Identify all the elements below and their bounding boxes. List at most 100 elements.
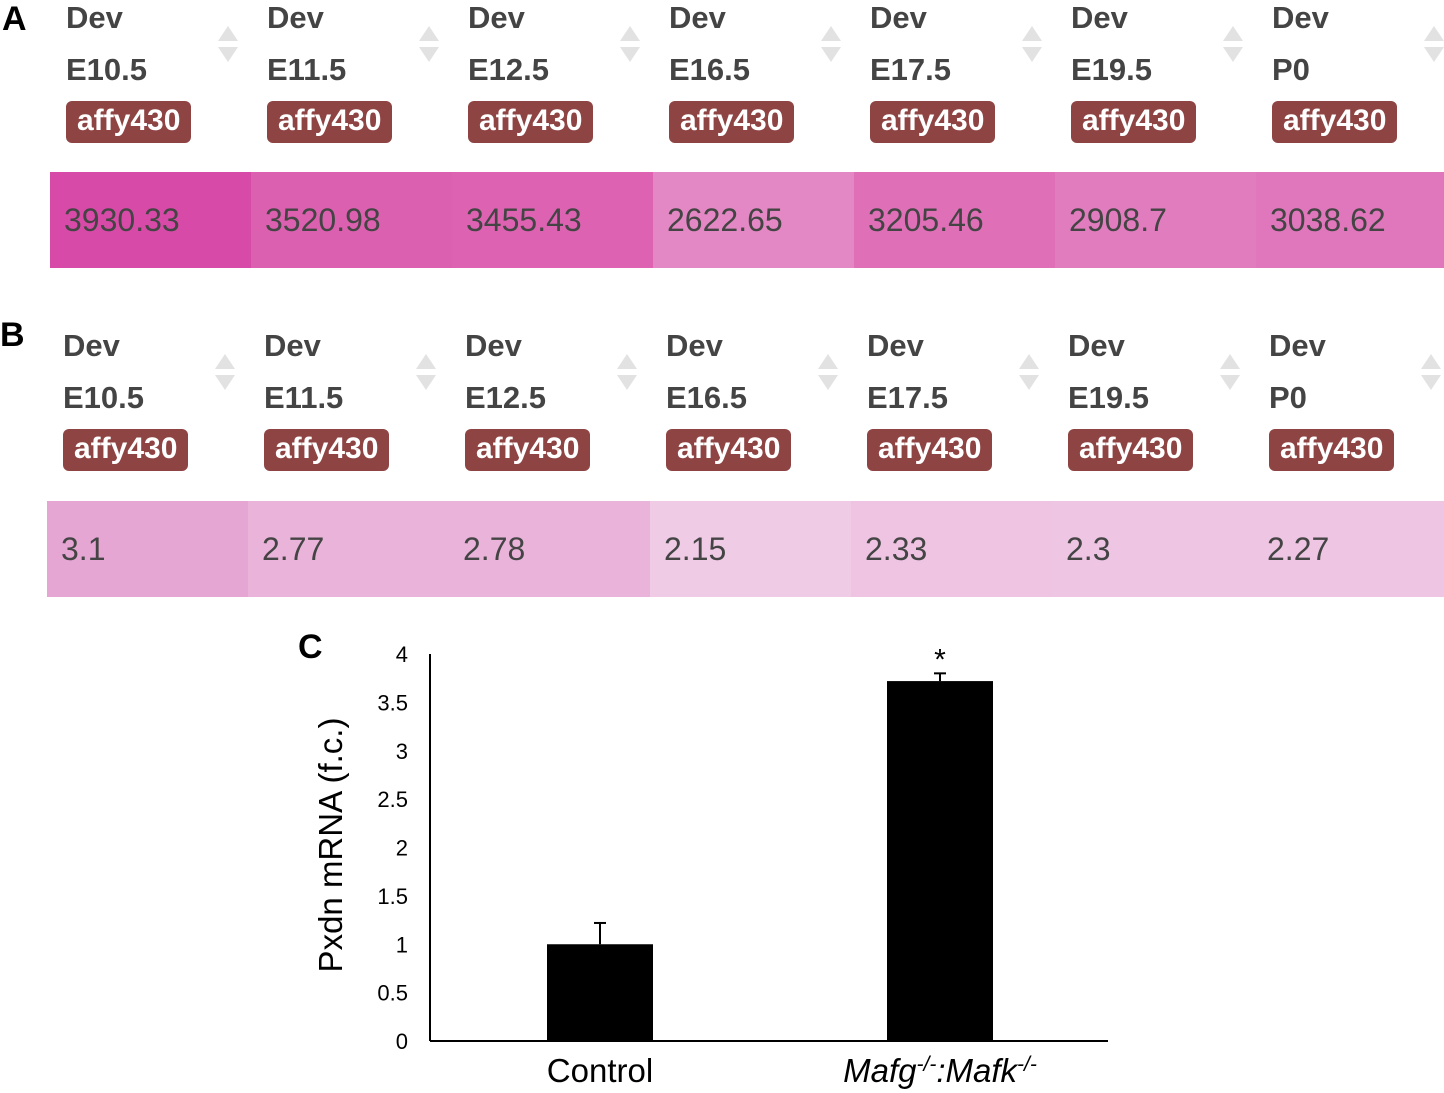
column-header[interactable]: Dev E11.5 affy430 <box>248 328 449 478</box>
column-header-group: Dev <box>1272 0 1329 35</box>
column-header[interactable]: Dev E11.5 affy430 <box>251 0 452 150</box>
platform-badge: affy430 <box>465 429 591 471</box>
column-header-stage: E17.5 <box>870 52 952 87</box>
column-header-group: Dev <box>63 328 120 363</box>
sort-arrows-icon[interactable] <box>1018 352 1040 392</box>
column-header-stage: E11.5 <box>267 52 347 87</box>
column-header-stage: E17.5 <box>867 380 949 415</box>
platform-badge: affy430 <box>666 429 792 471</box>
column-header-group: Dev <box>465 328 522 363</box>
column-header[interactable]: Dev E16.5 affy430 <box>650 328 851 478</box>
column-header-stage: E16.5 <box>669 52 751 87</box>
sort-arrows-icon[interactable] <box>214 352 236 392</box>
expression-value-cell: 2.15 <box>650 501 851 597</box>
sort-arrows-icon[interactable] <box>415 352 437 392</box>
column-header-group: Dev <box>1068 328 1125 363</box>
y-tick-label: 0.5 <box>377 981 408 1006</box>
platform-badge: affy430 <box>867 429 993 471</box>
bar <box>887 681 993 1041</box>
column-header-stage: E10.5 <box>66 52 148 87</box>
y-tick-label: 1 <box>396 932 408 957</box>
sort-arrows-icon[interactable] <box>217 24 239 64</box>
column-header-stage: P0 <box>1272 52 1310 87</box>
column-header[interactable]: Dev P0 affy430 <box>1253 328 1444 478</box>
y-tick-label: 3 <box>396 739 408 764</box>
column-header[interactable]: Dev E10.5 affy430 <box>50 0 251 150</box>
expression-value-cell: 2622.65 <box>653 172 854 268</box>
column-header-group: Dev <box>267 0 324 35</box>
expression-value-cell: 3038.62 <box>1256 172 1444 268</box>
bar <box>547 944 653 1041</box>
panel-b-letter: B <box>0 316 25 354</box>
sort-arrows-icon[interactable] <box>817 352 839 392</box>
column-header-stage: E10.5 <box>63 380 145 415</box>
column-header-group: Dev <box>870 0 927 35</box>
y-tick-label: 0 <box>396 1029 408 1054</box>
platform-badge: affy430 <box>669 101 795 143</box>
column-header[interactable]: Dev E19.5 affy430 <box>1052 328 1253 478</box>
y-tick-label: 4 <box>396 642 408 667</box>
sort-arrows-icon[interactable] <box>1423 24 1444 64</box>
column-header-stage: E16.5 <box>666 380 748 415</box>
column-header-group: Dev <box>666 328 723 363</box>
column-header-group: Dev <box>264 328 321 363</box>
sort-arrows-icon[interactable] <box>619 24 641 64</box>
expression-value-cell: 2.78 <box>449 501 650 597</box>
column-header-stage: E11.5 <box>264 380 344 415</box>
sort-arrows-icon[interactable] <box>1420 352 1442 392</box>
column-header-group: Dev <box>468 0 525 35</box>
column-header[interactable]: Dev E17.5 affy430 <box>854 0 1055 150</box>
column-header-stage: P0 <box>1269 380 1307 415</box>
expression-value-cell: 2.3 <box>1052 501 1253 597</box>
panel-b-value-row: 3.1 2.77 2.78 2.15 2.33 2.3 2.27 <box>47 501 1444 597</box>
sort-arrows-icon[interactable] <box>616 352 638 392</box>
panel-c-letter: C <box>298 628 323 666</box>
platform-badge: affy430 <box>1068 429 1194 471</box>
column-header[interactable]: Dev P0 affy430 <box>1256 0 1444 150</box>
expression-value-cell: 3.1 <box>47 501 248 597</box>
y-axis-label: Pxdn mRNA (f.c.) <box>312 718 349 973</box>
platform-badge: affy430 <box>267 101 393 143</box>
column-header[interactable]: Dev E12.5 affy430 <box>452 0 653 150</box>
platform-badge: affy430 <box>66 101 192 143</box>
column-header-group: Dev <box>669 0 726 35</box>
expression-value-cell: 3205.46 <box>854 172 1055 268</box>
column-header-group: Dev <box>1269 328 1326 363</box>
expression-value-cell: 2.77 <box>248 501 449 597</box>
column-header-stage: E19.5 <box>1071 52 1153 87</box>
x-tick-label: Control <box>547 1052 653 1089</box>
expression-value-cell: 3520.98 <box>251 172 452 268</box>
sort-arrows-icon[interactable] <box>820 24 842 64</box>
expression-value-cell: 3455.43 <box>452 172 653 268</box>
column-header[interactable]: Dev E19.5 affy430 <box>1055 0 1256 150</box>
platform-badge: affy430 <box>1269 429 1395 471</box>
platform-badge: affy430 <box>1071 101 1197 143</box>
y-tick-label: 2 <box>396 836 408 861</box>
column-header-stage: E19.5 <box>1068 380 1150 415</box>
expression-value-cell: 2.27 <box>1253 501 1444 597</box>
y-tick-label: 2.5 <box>377 787 408 812</box>
platform-badge: affy430 <box>264 429 390 471</box>
panel-a-value-row: 3930.33 3520.98 3455.43 2622.65 3205.46 2908.… <box>50 172 1444 268</box>
platform-badge: affy430 <box>468 101 594 143</box>
column-header[interactable]: Dev E16.5 affy430 <box>653 0 854 150</box>
column-header[interactable]: Dev E10.5 affy430 <box>47 328 248 478</box>
sort-arrows-icon[interactable] <box>1021 24 1043 64</box>
column-header-stage: E12.5 <box>465 380 547 415</box>
panel-b-header-row: Dev E10.5 affy430 Dev E11.5 affy430 Dev E12.5 af… <box>47 328 1444 478</box>
column-header[interactable]: Dev E12.5 affy430 <box>449 328 650 478</box>
expression-value-cell: 2908.7 <box>1055 172 1256 268</box>
sort-arrows-icon[interactable] <box>1219 352 1241 392</box>
panel-a-letter: A <box>2 0 27 38</box>
column-header[interactable]: Dev E17.5 affy430 <box>851 328 1052 478</box>
significance-star: * <box>934 643 946 676</box>
y-tick-label: 3.5 <box>377 690 408 715</box>
sort-arrows-icon[interactable] <box>418 24 440 64</box>
column-header-group: Dev <box>1071 0 1128 35</box>
panel-a-header-row: Dev E10.5 affy430 Dev E11.5 affy430 Dev E12.5 af… <box>50 0 1444 150</box>
platform-badge: affy430 <box>1272 101 1398 143</box>
platform-badge: affy430 <box>870 101 996 143</box>
column-header-group: Dev <box>66 0 123 35</box>
sort-arrows-icon[interactable] <box>1222 24 1244 64</box>
